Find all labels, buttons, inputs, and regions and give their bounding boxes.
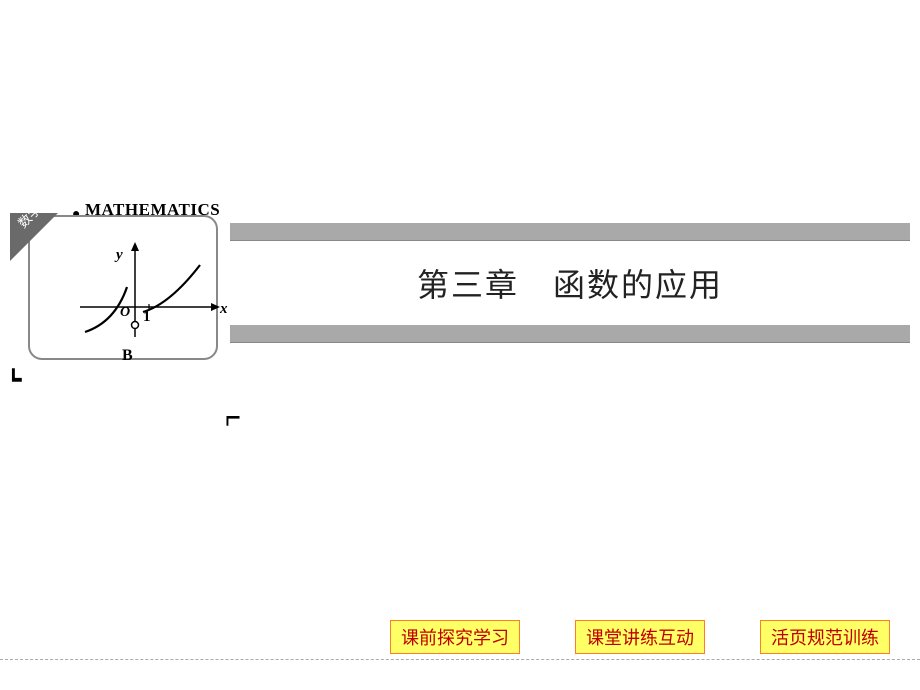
footer-divider <box>0 659 920 660</box>
function-graph <box>65 237 225 357</box>
btn-pre-class-study[interactable]: 课前探究学习 <box>390 620 520 654</box>
y-axis-label: y <box>116 247 123 264</box>
bracket-top-right: ⌐ <box>225 398 241 440</box>
chapter-title: 第三章 函数的应用 <box>230 260 910 306</box>
title-bar-bottom <box>230 325 910 343</box>
origin-label: O <box>120 305 130 321</box>
point-b-label: B <box>122 347 133 365</box>
tick-one-label: 1 <box>143 309 151 326</box>
btn-loose-leaf-training[interactable]: 活页规范训练 <box>760 620 890 654</box>
title-bar-top <box>230 223 910 241</box>
footer-button-row: 课前探究学习 课堂讲练互动 活页规范训练 <box>390 620 890 654</box>
logo-block: ● MATHEMATICS ⌐ 数学 y x O 1 B <box>10 200 220 365</box>
x-axis-label: x <box>220 301 228 318</box>
bracket-bottom-left: ⌞ <box>10 345 23 389</box>
btn-in-class-practice[interactable]: 课堂讲练互动 <box>575 620 705 654</box>
